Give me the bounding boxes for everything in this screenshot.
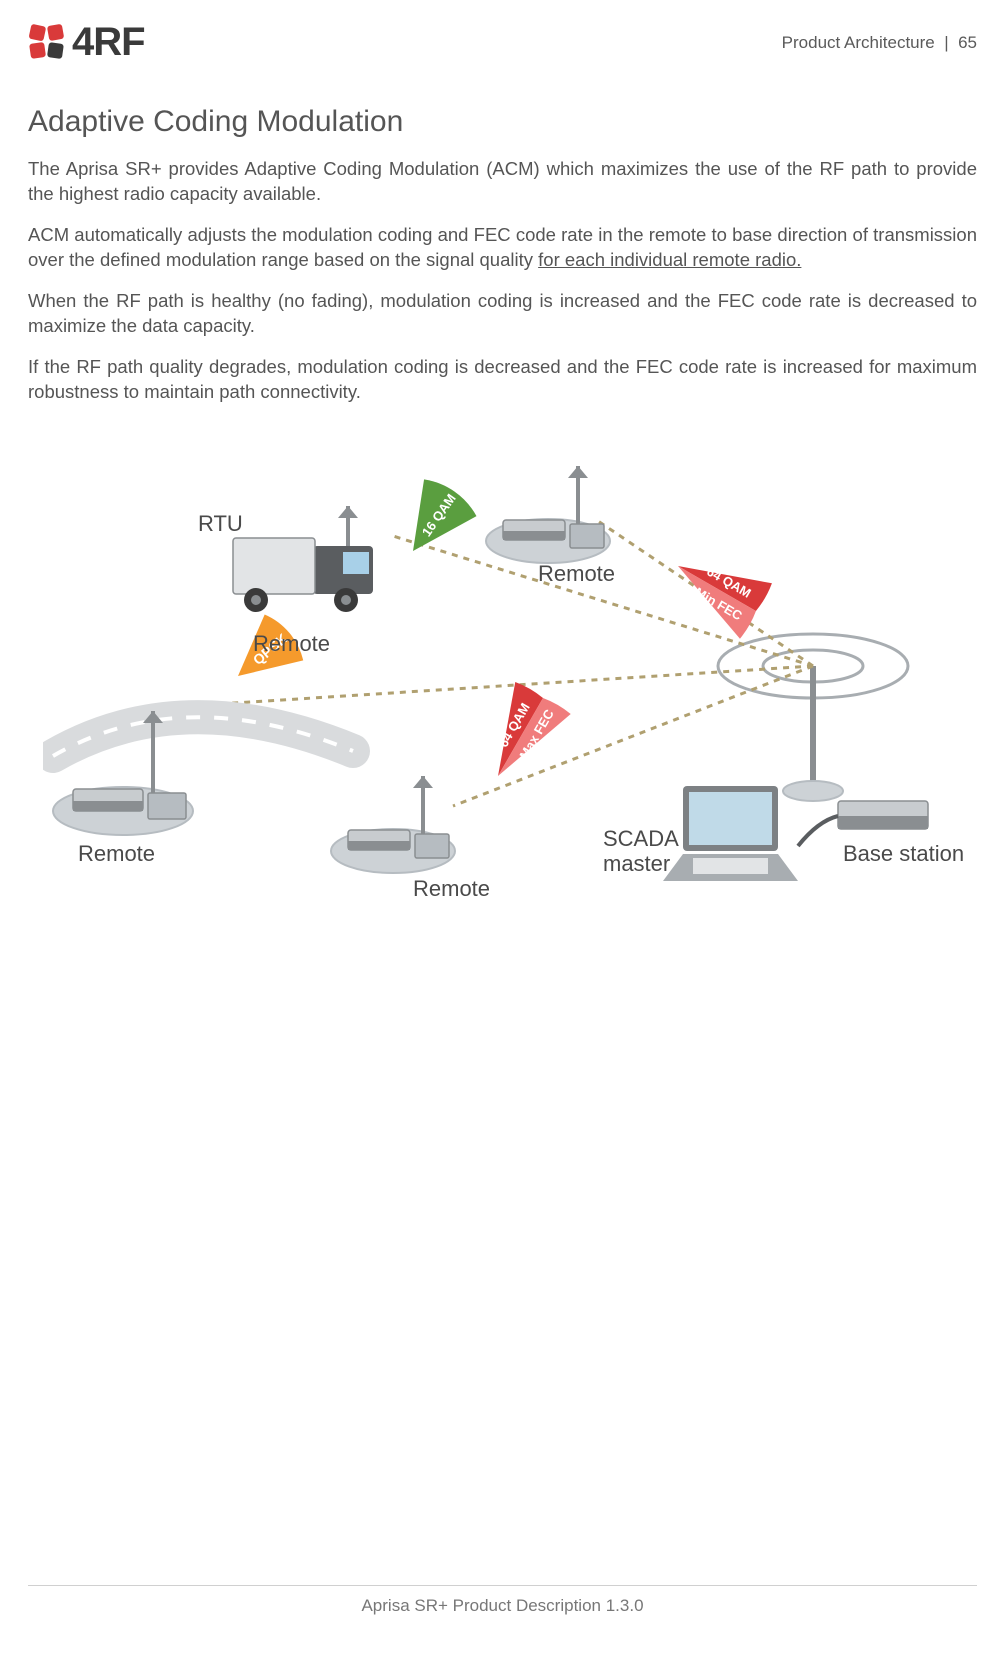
remote-label-bottom: Remote [413, 876, 490, 901]
logo-icon [28, 23, 68, 63]
remote-label-left: Remote [78, 841, 155, 866]
base-station-device [798, 801, 928, 846]
paragraph-4: If the RF path quality degrades, modulat… [28, 355, 977, 405]
road [53, 717, 353, 756]
header-meta: Product Architecture | 65 [782, 33, 977, 53]
wedge-16qam: 16 QAM [386, 473, 480, 569]
remote-label-top: Remote [538, 561, 615, 586]
paragraph-2a: ACM automatically adjusts the modulation… [28, 224, 977, 270]
footer-text: Aprisa SR+ Product Description 1.3.0 [361, 1596, 643, 1615]
rtu-truck [233, 506, 373, 612]
rtu-label: RTU [198, 511, 243, 536]
logo-text: 4RF [72, 20, 145, 65]
page-number: 65 [958, 33, 977, 52]
logo: 4RF [28, 20, 145, 65]
base-station-antenna [718, 634, 908, 801]
page-title: Adaptive Coding Modulation [28, 105, 977, 139]
wedge-64qam-min: 64 QAM Min FEC [662, 538, 773, 639]
paragraph-1: The Aprisa SR+ provides Adaptive Coding … [28, 157, 977, 207]
remote-node-bottom [331, 776, 455, 873]
page-header: 4RF Product Architecture | 65 [28, 20, 977, 65]
remote-label-truck: Remote [253, 631, 330, 656]
header-separator: | [944, 33, 948, 52]
scada-master [663, 786, 798, 881]
section-name: Product Architecture [782, 33, 935, 52]
remote-node-top [486, 466, 610, 563]
acm-diagram: QPSK 16 QAM 64 QAM Min FEC [43, 451, 963, 931]
diagram-container: QPSK 16 QAM 64 QAM Min FEC [28, 451, 977, 931]
page-footer: Aprisa SR+ Product Description 1.3.0 [28, 1585, 977, 1616]
wedge-64qam-max: 64 QAM Max FEC [470, 681, 571, 792]
scada-label-line2: master [603, 851, 670, 876]
paragraph-3: When the RF path is healthy (no fading),… [28, 289, 977, 339]
paragraph-2b-underlined: for each individual remote radio. [538, 249, 801, 270]
scada-label-line1: SCADA [603, 826, 679, 851]
base-station-label: Base station [843, 841, 963, 866]
paragraph-2: ACM automatically adjusts the modulation… [28, 223, 977, 273]
